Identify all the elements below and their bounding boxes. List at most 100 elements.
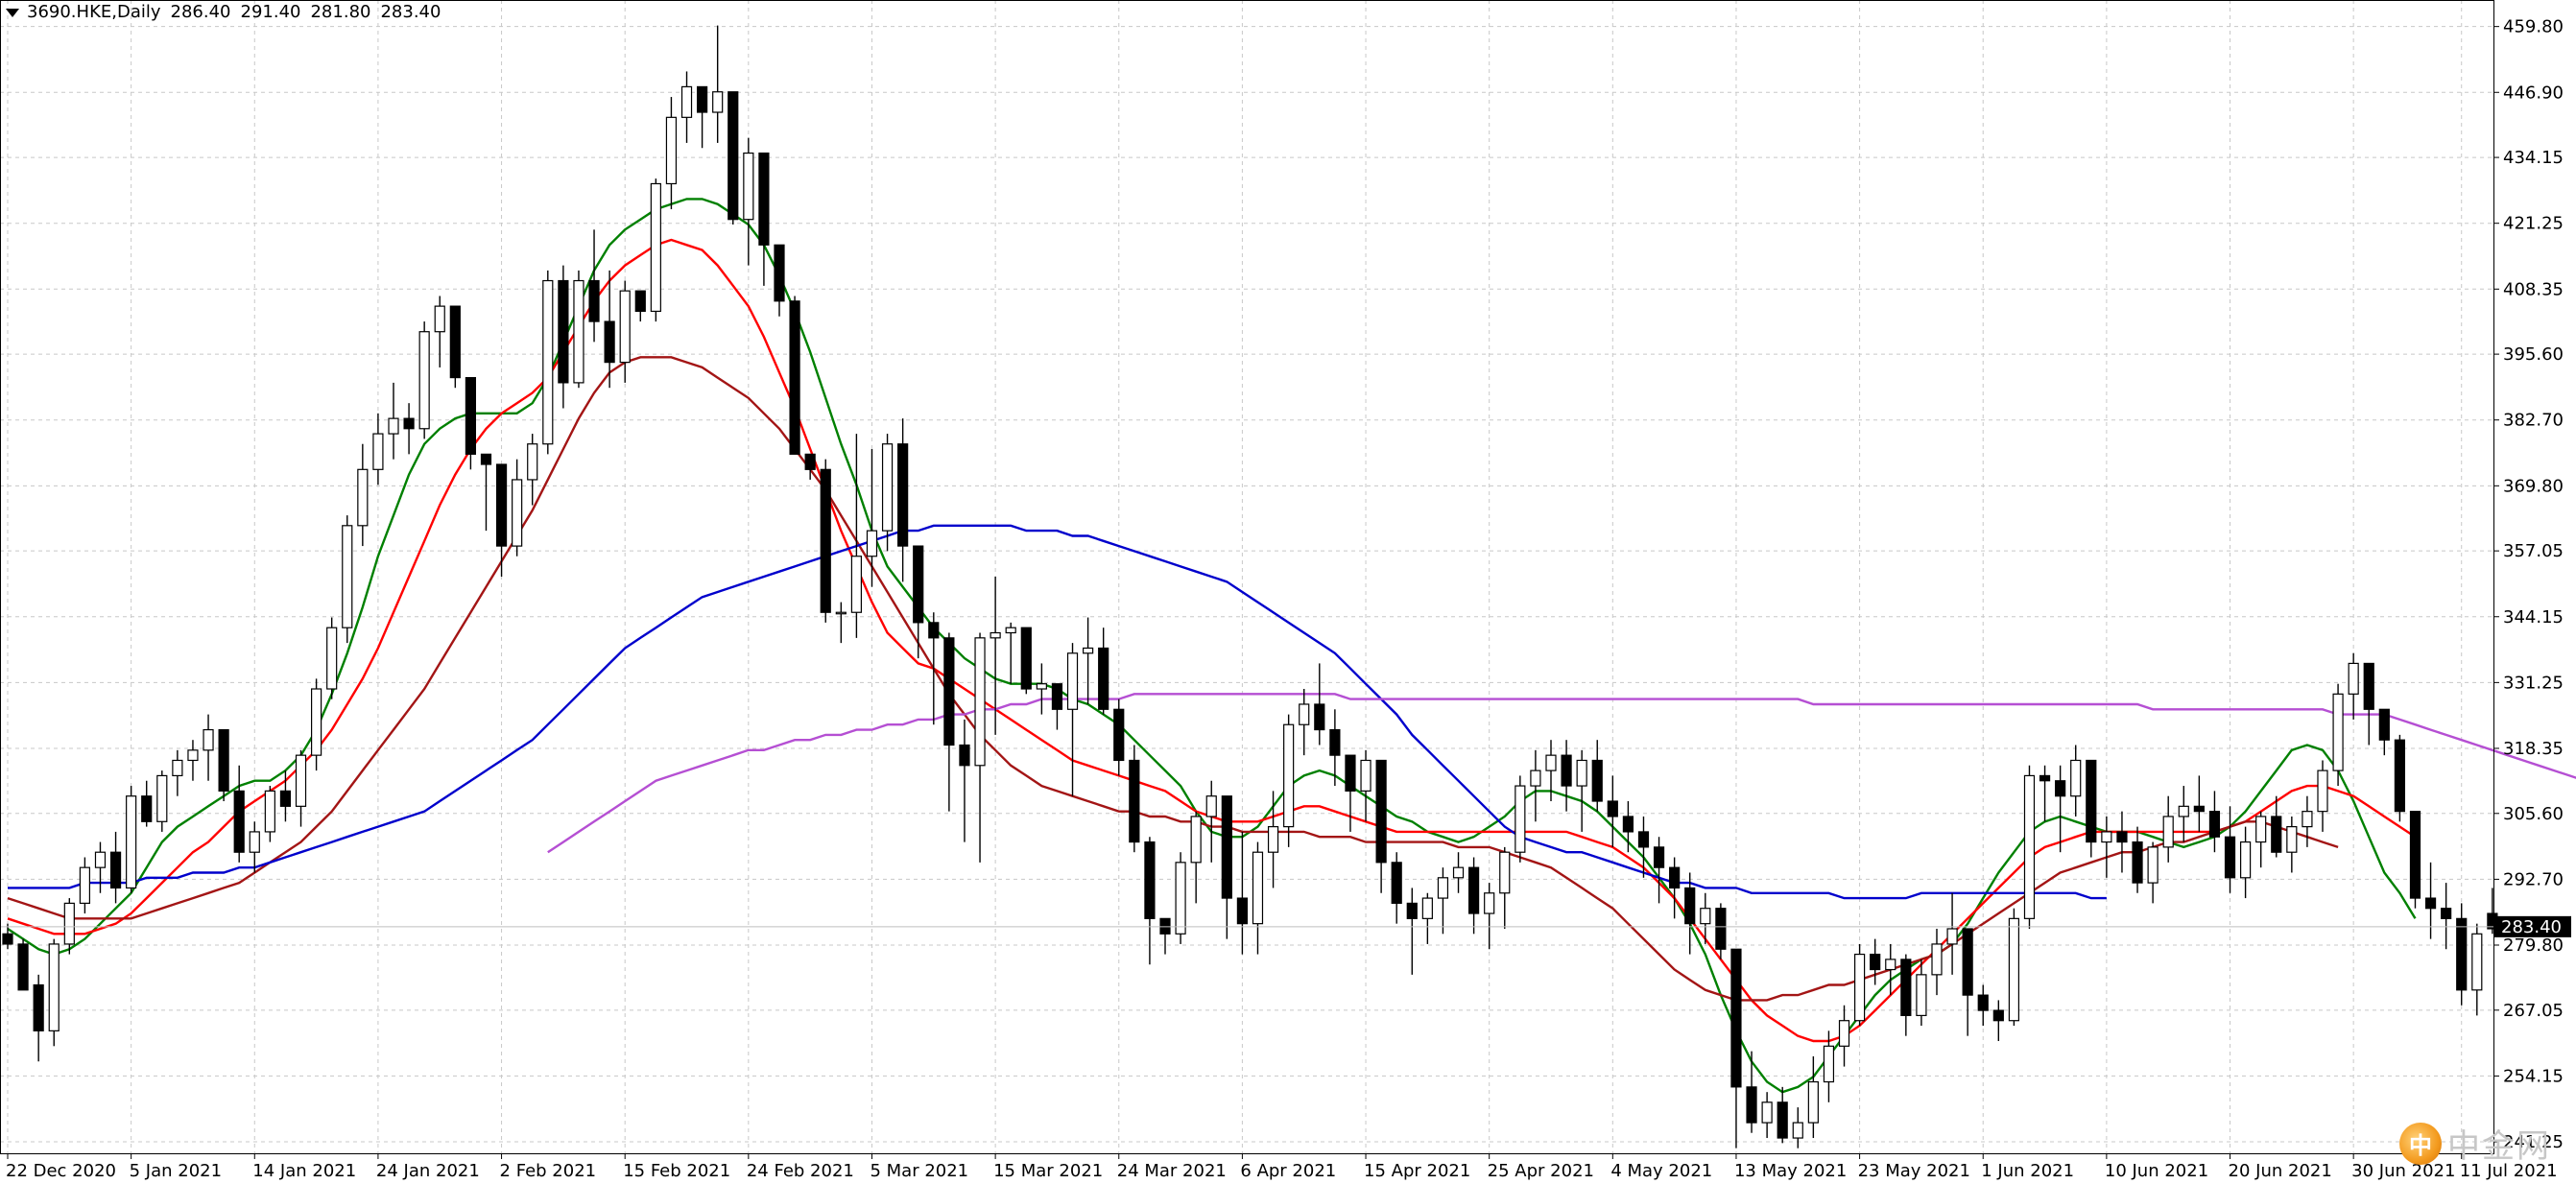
price-tick-label: 446.90 [2503,83,2564,103]
candle-body [990,631,1001,639]
candle [2255,811,2267,868]
candle [2101,816,2112,878]
candle-body [1515,785,1526,853]
candle [1098,628,1109,715]
symbol-label: 3690.HKE,Daily [27,2,161,22]
candle [1916,959,1927,1027]
candle-body [1684,887,1696,925]
time-tick-label: 1 Jun 2021 [1981,1161,2074,1181]
candle-body [465,376,476,455]
candle-body [233,790,245,853]
candle-body [2441,908,2452,919]
candle [2055,765,2066,853]
candle-body [2471,933,2483,991]
collapse-triangle-icon[interactable] [6,8,19,17]
candle-body [1916,974,1927,1016]
candle [2441,883,2452,950]
candle-body [789,300,800,455]
candle [634,290,646,322]
candle-body [680,85,693,118]
candle-body [33,983,44,1031]
candle-body [1838,1020,1850,1047]
candle [418,321,430,439]
candle [1761,1092,1773,1139]
candle-body [835,611,847,615]
candle [33,974,44,1062]
time-tick-label: 4 May 2021 [1610,1161,1712,1181]
candle [2086,759,2097,858]
candle-body [1730,948,1742,1088]
candle-body [1098,647,1109,710]
candle [804,453,816,480]
candle-body [279,790,292,807]
candle [2147,841,2159,904]
candle-body [1144,841,1156,919]
candle [2378,708,2390,756]
candle [218,728,229,802]
candle [820,459,831,623]
watermark-logo-icon: 中 [2399,1122,2442,1165]
candle-body [1437,877,1449,899]
candle [588,229,600,343]
candle-body [1853,953,1866,1022]
candle-body [1175,862,1186,935]
price-tick-label: 241.25 [2503,1132,2564,1152]
candle [1900,954,1912,1036]
candle [1051,683,1063,730]
candle [2302,795,2313,847]
candle [1561,740,1572,812]
candle-body [2302,811,2313,828]
candle-body [1159,917,1171,935]
candle-body [1777,1101,1788,1139]
candle-body [2039,774,2051,782]
candle-body [1870,953,1881,971]
candle-body [1066,652,1079,710]
candle-body [2363,662,2374,710]
time-tick-label: 30 Jun 2021 [2351,1161,2455,1181]
time-tick-label: 14 Jan 2021 [252,1161,356,1181]
candle-body [2409,811,2421,899]
time-tick-label: 24 Jan 2021 [376,1161,480,1181]
candle [928,612,940,725]
candle [2471,923,2483,1016]
candle [1467,857,1480,935]
candle-body [126,795,137,889]
candle-body [17,943,29,991]
price-tick-label: 292.70 [2503,869,2564,889]
candle-body [1900,959,1912,1016]
price-tick-label: 369.80 [2503,476,2564,496]
candle-body [264,790,275,833]
candle-body [913,545,924,624]
candle [2023,765,2036,929]
candle [1421,892,1433,944]
candle-body [1113,708,1125,762]
candle [1299,689,1310,756]
candle-body [1700,908,1711,925]
candle-body [326,627,338,690]
time-tick-label: 11 Jul 2021 [2460,1161,2558,1181]
candle-body [1545,754,1557,771]
candle-body [712,91,724,113]
candle [1329,709,1341,787]
candle [187,740,199,781]
candle-body [172,759,183,777]
candle-body [2317,770,2328,813]
time-tick-label: 25 Apr 2021 [1488,1161,1594,1181]
candle-body [1329,728,1341,756]
candle [1082,617,1094,704]
candle [913,545,924,659]
watermark: 中 中金网 [2399,1120,2551,1167]
price-tick-label: 254.15 [2503,1066,2564,1086]
candle [449,305,461,389]
ma-line-ma20 [7,356,2339,1002]
candle [1020,627,1032,695]
candle-body [1314,703,1325,731]
candle-body [1205,795,1217,817]
candle-body [1467,866,1480,914]
time-tick-label: 6 Apr 2021 [1240,1161,1336,1181]
candle [403,403,415,455]
candle-body [1360,759,1371,792]
time-tick-label: 24 Mar 2021 [1117,1161,1227,1181]
candle-body [1221,795,1232,899]
